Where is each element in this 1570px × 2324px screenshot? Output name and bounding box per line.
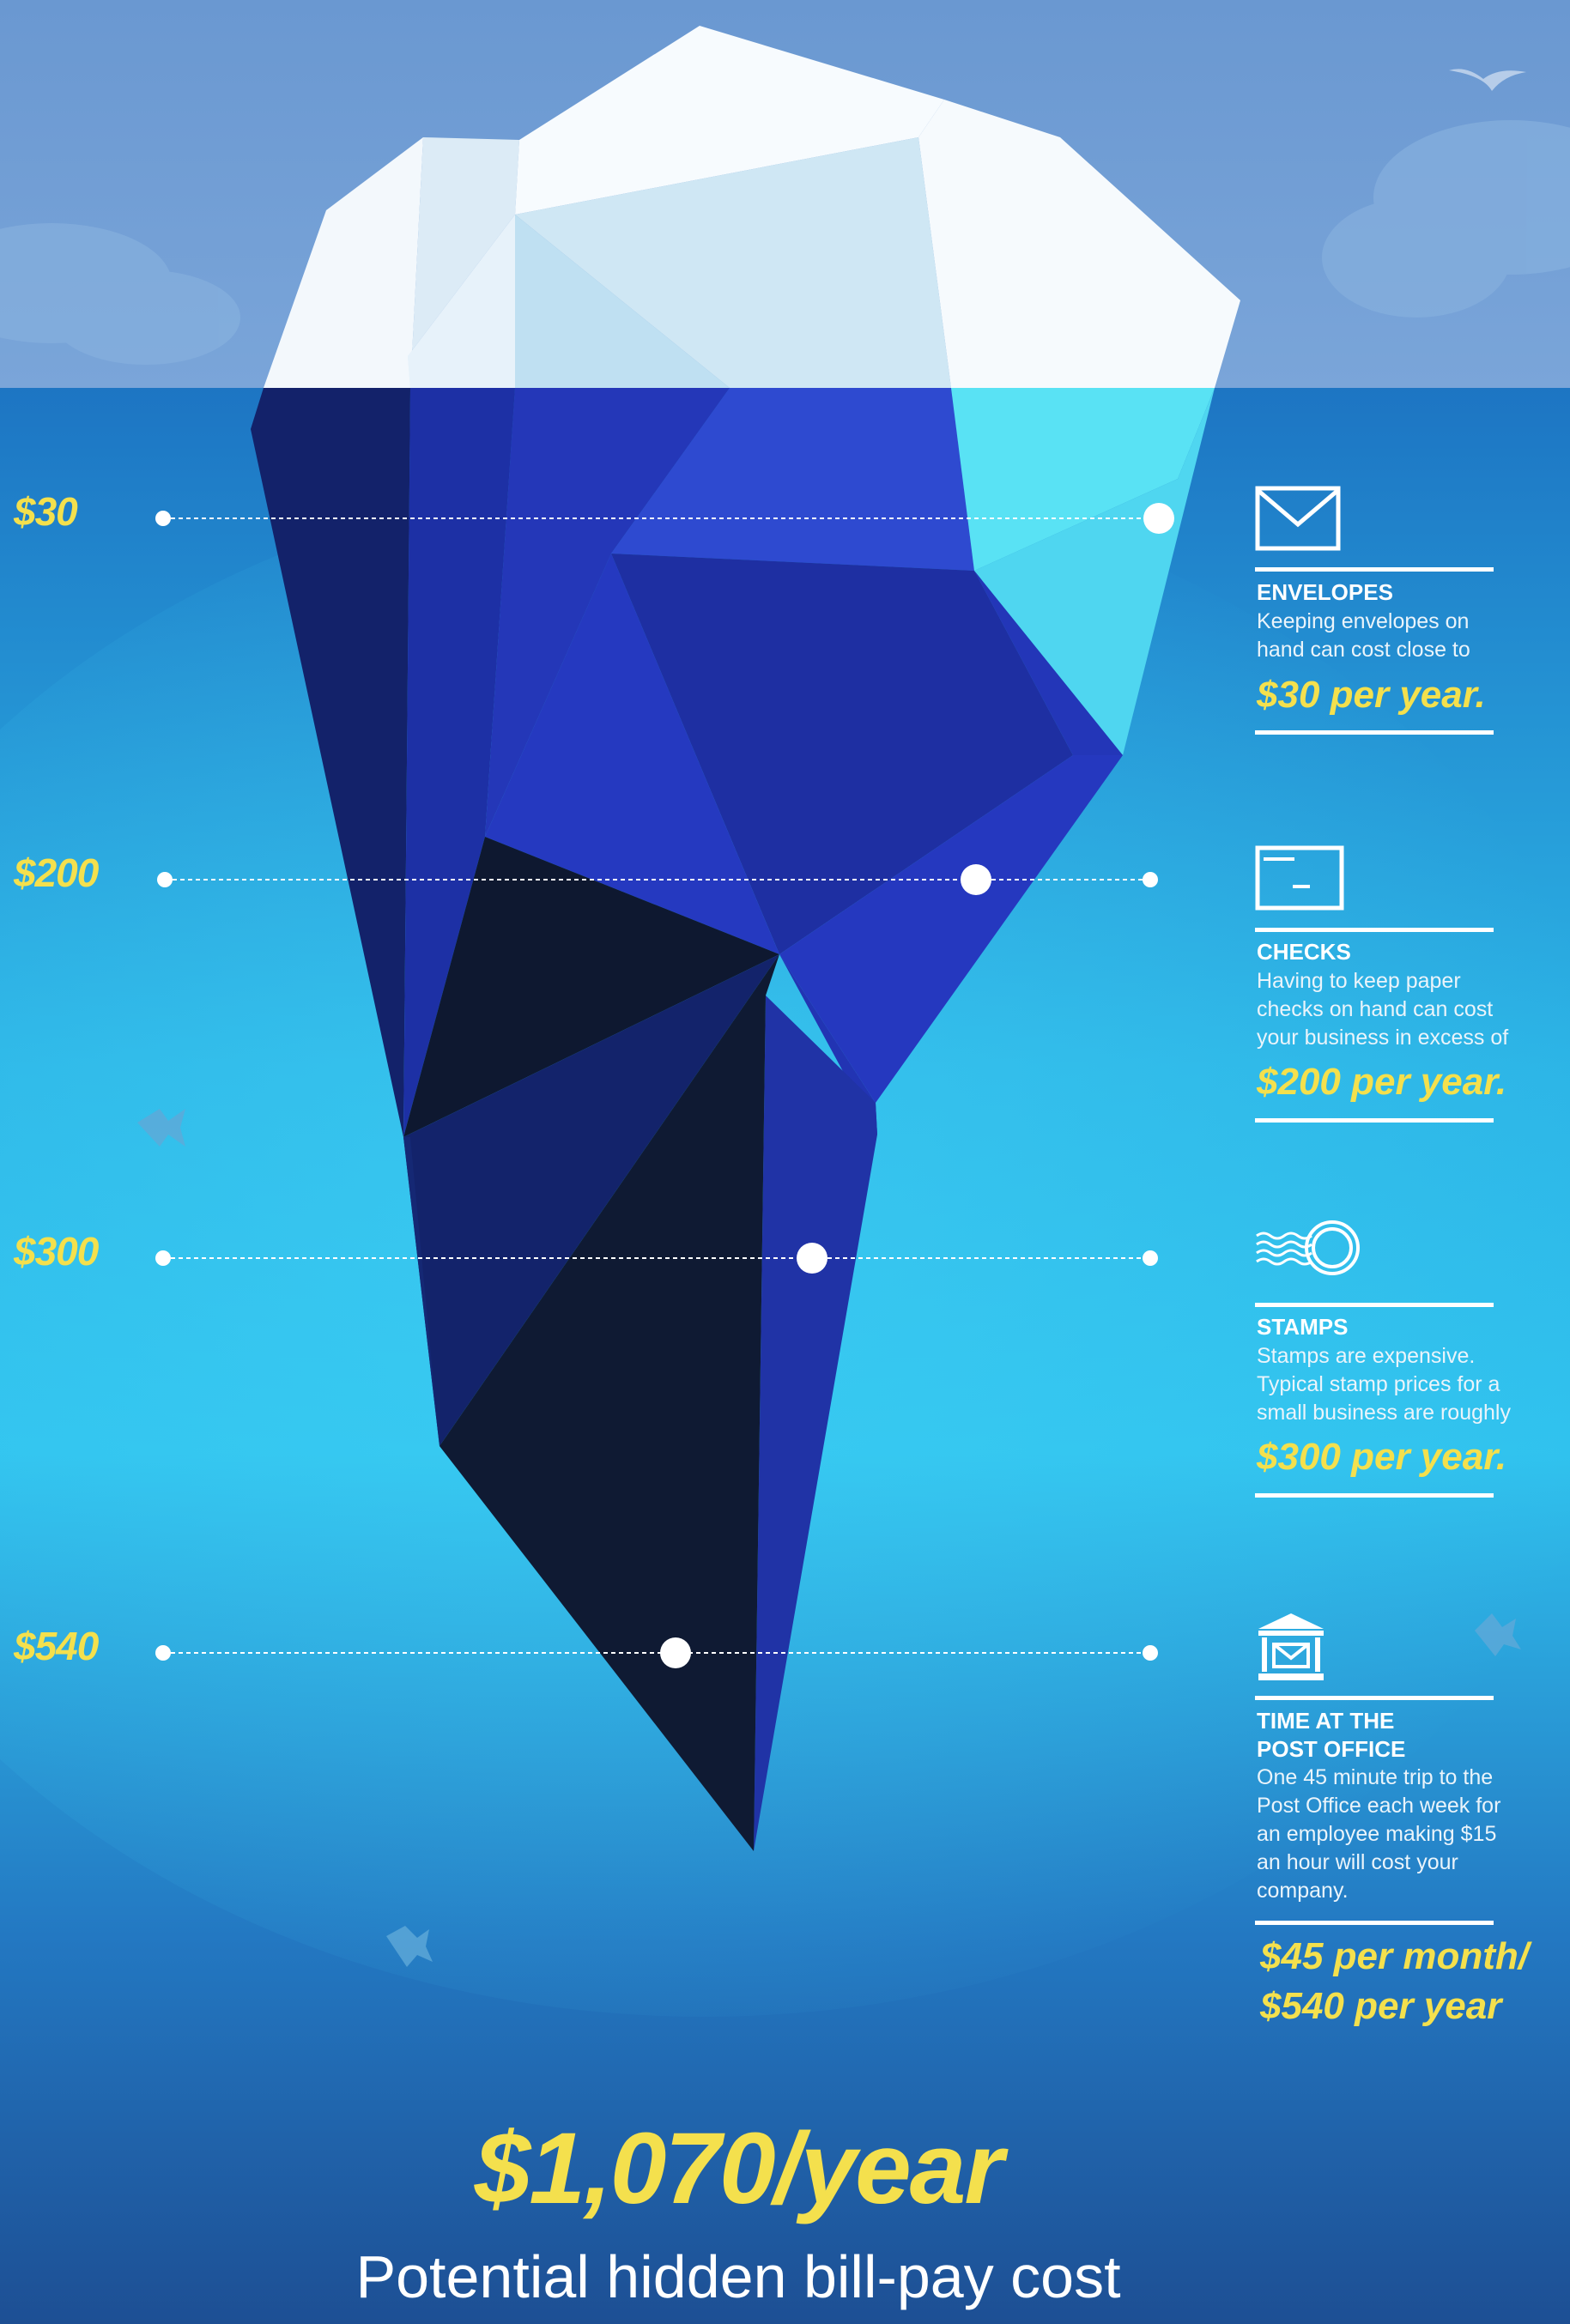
level-label-540: $540 (14, 1624, 99, 1668)
card-title-line2: POST OFFICE (1257, 1736, 1406, 1762)
level-label-200: $200 (14, 850, 99, 895)
card-rule (1255, 1493, 1494, 1498)
card-body: Stamps are expensive. Typical stamp pric… (1257, 1344, 1511, 1425)
iceberg-tip (264, 26, 1240, 388)
card-amount: $30 per year. (1257, 674, 1486, 716)
card-body: Having to keep paper checks on hand can … (1257, 969, 1509, 1050)
iceberg-body (251, 388, 1215, 1851)
level-label-300: $300 (14, 1229, 99, 1274)
card-checks: CHECKS Having to keep paper checks on ha… (1255, 845, 1538, 1129)
card-amount: $300 per year. (1257, 1436, 1507, 1478)
card-rule (1255, 567, 1494, 572)
card-rule (1255, 1118, 1494, 1123)
card-body: One 45 minute trip to the Post Office ea… (1257, 1765, 1501, 1903)
envelope-icon (1255, 486, 1341, 551)
stamp-icon (1256, 1220, 1360, 1275)
card-stamps: STAMPS Stamps are expensive. Typical sta… (1255, 1215, 1538, 1498)
card-rule (1255, 730, 1494, 735)
level-label-30: $30 (14, 489, 78, 534)
card-body: Keeping envelopes on hand can cost close… (1257, 609, 1470, 662)
card-amount-line1: $45 per month/ (1260, 1935, 1529, 1977)
total-cost: $1,070/year (474, 2112, 1004, 2225)
card-envelopes: ENVELOPES Keeping envelopes on hand can … (1255, 486, 1538, 743)
card-title-line1: TIME AT THE (1257, 1708, 1395, 1734)
card-rule (1255, 1696, 1494, 1700)
card-post-office: TIME AT THE POST OFFICE One 45 minute tr… (1255, 1612, 1538, 2041)
subtitle: Potential hidden bill-pay cost (355, 2243, 1121, 2310)
post-office-icon (1258, 1613, 1324, 1680)
check-icon (1255, 845, 1344, 911)
card-title: CHECKS (1257, 939, 1351, 965)
clouds (0, 120, 1570, 365)
card-rule (1255, 1303, 1494, 1307)
card-rule (1255, 928, 1494, 932)
card-rule (1255, 1921, 1494, 1925)
level-dots (155, 503, 1174, 1668)
card-title: STAMPS (1257, 1314, 1349, 1340)
fish-icon (137, 1109, 1521, 1967)
card-title: ENVELOPES (1257, 579, 1393, 605)
card-amount: $200 per year. (1257, 1061, 1507, 1103)
card-amount-line2: $540 per year (1260, 1985, 1502, 2027)
bird-icon (1449, 69, 1526, 91)
